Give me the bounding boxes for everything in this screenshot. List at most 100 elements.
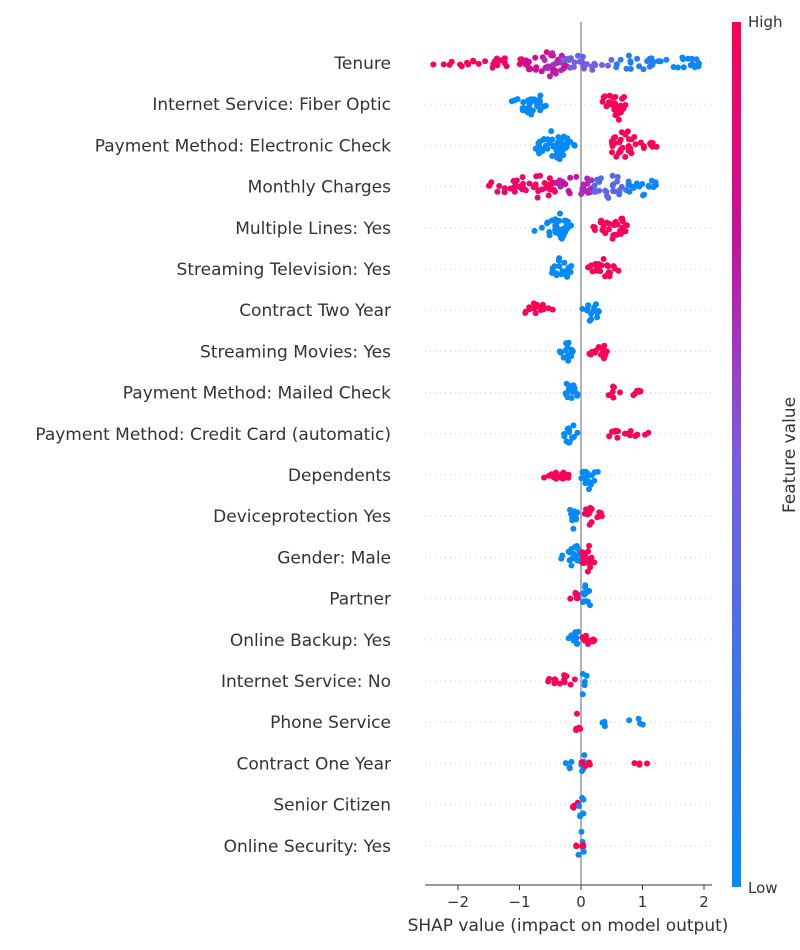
shap-point	[586, 486, 592, 493]
shap-point	[541, 474, 548, 481]
shap-point	[430, 61, 437, 68]
shap-point	[647, 56, 654, 63]
shap-point	[482, 58, 489, 65]
shap-point	[602, 273, 609, 280]
shap-point	[545, 678, 552, 685]
shap-point	[617, 56, 624, 63]
shap-point	[630, 184, 637, 191]
shap-point	[609, 149, 615, 156]
shap-point	[582, 480, 589, 487]
shap-point	[586, 759, 593, 766]
colorbar-title: Feature value	[780, 397, 800, 513]
shap-point	[551, 142, 557, 149]
shap-point	[624, 128, 631, 135]
shap-point	[616, 191, 623, 198]
shap-point	[555, 230, 562, 237]
shap-point	[568, 758, 575, 765]
feature-points	[570, 794, 587, 820]
shap-point	[649, 140, 656, 146]
feature-label: Payment Method: Credit Card (automatic)	[35, 425, 391, 445]
shap-point	[599, 98, 606, 105]
shap-point	[640, 66, 647, 73]
shap-point	[573, 173, 580, 180]
shap-point	[554, 224, 560, 231]
shap-point	[596, 509, 603, 516]
shap-point	[625, 52, 632, 59]
shap-point	[575, 52, 581, 59]
shap-point	[617, 389, 623, 396]
shap-point	[581, 752, 588, 759]
shap-point	[574, 557, 581, 564]
shap-point	[605, 62, 611, 69]
shap-point	[626, 188, 633, 195]
feature-label: Streaming Movies: Yes	[200, 342, 391, 362]
shap-point	[520, 99, 527, 106]
shap-point	[565, 357, 572, 364]
shap-point	[578, 191, 585, 197]
shap-point	[614, 174, 621, 180]
shap-point	[501, 185, 508, 192]
shap-point	[562, 760, 569, 767]
shap-point	[615, 110, 622, 117]
shap-point	[526, 180, 533, 187]
shap-point	[610, 394, 617, 401]
feature-label: Internet Service: Fiber Optic	[152, 95, 391, 115]
shap-point	[685, 55, 691, 62]
shap-point	[511, 188, 518, 195]
shap-point	[573, 727, 580, 734]
shap-point	[531, 227, 538, 234]
shap-point	[599, 62, 605, 68]
shap-point	[541, 180, 548, 186]
feature-points	[561, 422, 652, 446]
shap-point	[584, 470, 591, 477]
shap-point	[552, 70, 559, 77]
shap-point	[592, 261, 599, 268]
shap-point	[623, 65, 630, 72]
shap-point	[574, 429, 581, 436]
feature-points	[573, 710, 646, 734]
shap-point	[600, 355, 607, 362]
shap-point	[542, 64, 549, 71]
shap-point	[618, 183, 625, 190]
shap-point	[571, 802, 578, 809]
shap-point	[611, 222, 617, 229]
shap-point	[501, 60, 508, 67]
shap-point	[606, 226, 613, 233]
shap-point	[586, 587, 593, 594]
shap-point	[523, 107, 530, 114]
shap-point	[591, 182, 598, 189]
shap-point	[582, 763, 589, 769]
shap-point	[557, 349, 564, 356]
feature-label: Monthly Charges	[248, 178, 391, 198]
shap-point	[623, 222, 630, 229]
feature-points	[532, 128, 660, 163]
shap-point	[587, 481, 594, 488]
x-tick-label: 0	[576, 893, 586, 911]
shap-point	[646, 183, 652, 190]
shap-point	[517, 56, 524, 63]
shap-point	[587, 564, 594, 571]
shap-point	[556, 680, 563, 687]
shap-point	[632, 433, 639, 439]
shap-point	[573, 516, 580, 523]
shap-point	[594, 514, 601, 521]
shap-point	[540, 136, 547, 143]
shap-point	[532, 181, 539, 188]
shap-point	[544, 219, 551, 226]
shap-point	[610, 383, 617, 390]
feature-label: Gender: Male	[277, 548, 391, 568]
shap-point	[538, 68, 545, 75]
shap-point	[663, 56, 670, 63]
shap-point	[582, 552, 589, 559]
shap-point	[588, 177, 595, 184]
shap-point	[553, 147, 560, 154]
shap-point	[552, 677, 559, 683]
shap-point	[691, 64, 698, 71]
shap-point	[590, 638, 597, 645]
shap-point	[558, 136, 565, 143]
shap-point	[569, 555, 576, 562]
shap-point	[561, 259, 568, 266]
shap-point	[571, 676, 578, 683]
shap-point	[648, 177, 655, 184]
shap-point	[534, 194, 541, 201]
